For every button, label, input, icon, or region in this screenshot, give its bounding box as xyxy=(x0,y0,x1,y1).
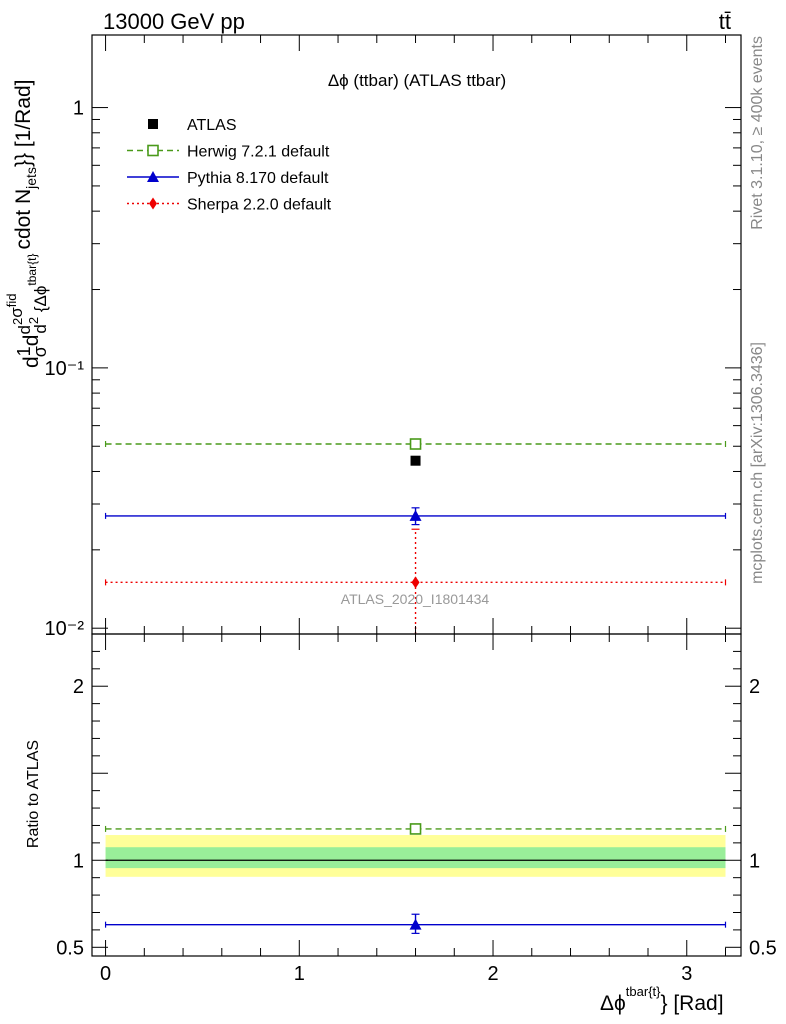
ratio-y-tick-label: 0.5 xyxy=(56,937,84,959)
main-y-axis-label: d1σdd2σfidd2 {Δϕtbar{t}cdot Njets}} [1/R… xyxy=(4,79,50,368)
ratio-y-tick-label: 1 xyxy=(73,850,84,872)
legend-entry-atlas: ATLAS xyxy=(148,117,237,134)
ratio-herwig-point xyxy=(409,823,422,835)
ratio-y-tick-label-right: 1 xyxy=(749,850,760,872)
legend-label-sherpa: Sherpa 2.2.0 default xyxy=(187,197,332,214)
axes: 1 10⁻¹ 10⁻² 0.5 0.5 1 1 2 2 0 1 2 3 xyxy=(45,34,777,985)
legend-marker-pythia xyxy=(147,171,159,182)
legend-entry-herwig: Herwig 7.2.1 default xyxy=(127,144,330,161)
legend-label-herwig: Herwig 7.2.1 default xyxy=(187,144,330,161)
ratio-y-tick-label: 2 xyxy=(73,676,84,698)
main-pythia-point xyxy=(409,509,422,521)
x-axis-label: Δϕtbar{t}} [Rad] xyxy=(600,984,724,1015)
chart-title: Δϕ (ttbar) (ATLAS ttbar) xyxy=(328,71,506,90)
main-y-tick-label: 10⁻² xyxy=(45,618,85,640)
side-label-top: Rivet 3.1.10, ≥ 400k events xyxy=(749,36,766,230)
main-series-sherpa xyxy=(104,528,727,634)
side-label-bottom: mcplots.cern.ch [arXiv:1306.3436] xyxy=(749,342,766,584)
legend-marker-herwig xyxy=(147,144,159,157)
main-y-tick-label: 10⁻¹ xyxy=(45,358,85,380)
main-herwig-point xyxy=(409,438,422,450)
main-series-herwig xyxy=(104,438,727,450)
ratio-panel-frame xyxy=(91,633,742,957)
ratio-uncertainty-band-band_inner xyxy=(105,847,726,869)
ratio-y-tick-label-right: 0.5 xyxy=(749,937,777,959)
x-tick-label: 1 xyxy=(294,963,305,985)
main-series-pythia xyxy=(104,507,727,526)
main-y-tick-label: 1 xyxy=(73,98,84,120)
ratio-series-pythia xyxy=(104,913,727,934)
ratio-y-axis-label: Ratio to ATLAS xyxy=(25,740,42,848)
chart-marks xyxy=(104,438,727,934)
main-atlas-point xyxy=(410,455,421,466)
x-tick-label: 0 xyxy=(100,963,111,985)
legend-label-pythia: Pythia 8.170 default xyxy=(187,170,329,187)
legend-entry-sherpa: Sherpa 2.2.0 default xyxy=(127,197,332,214)
header-left: 13000 GeV pp xyxy=(103,9,245,34)
chart-watermark: ATLAS_2020_I1801434 xyxy=(341,591,490,607)
ratio-y-tick-label-right: 2 xyxy=(749,676,760,698)
svg-text:Δϕtbar{t}} [Rad]: Δϕtbar{t}} [Rad] xyxy=(600,984,724,1015)
legend-marker-sherpa xyxy=(149,197,157,210)
svg-text:d1σdd2σfidd2 {Δϕtbar{t}cdot Nj: d1σdd2σfidd2 {Δϕtbar{t}cdot Njets}} [1/R… xyxy=(4,79,50,368)
main-sherpa-point xyxy=(411,576,420,589)
main-series-atlas xyxy=(410,455,421,466)
legend-entry-pythia: Pythia 8.170 default xyxy=(127,170,329,187)
header-right: tt̄ xyxy=(719,9,731,34)
legend: ATLAS Herwig 7.2.1 default Pythia 8.170 de… xyxy=(127,117,332,214)
ratio-pythia-point xyxy=(409,918,422,930)
ratio-series-herwig xyxy=(104,823,727,835)
x-tick-label: 3 xyxy=(681,963,692,985)
panel-backgrounds xyxy=(105,835,726,877)
x-tick-label: 2 xyxy=(487,963,498,985)
legend-label-atlas: ATLAS xyxy=(187,117,237,134)
legend-marker-atlas xyxy=(148,119,158,129)
